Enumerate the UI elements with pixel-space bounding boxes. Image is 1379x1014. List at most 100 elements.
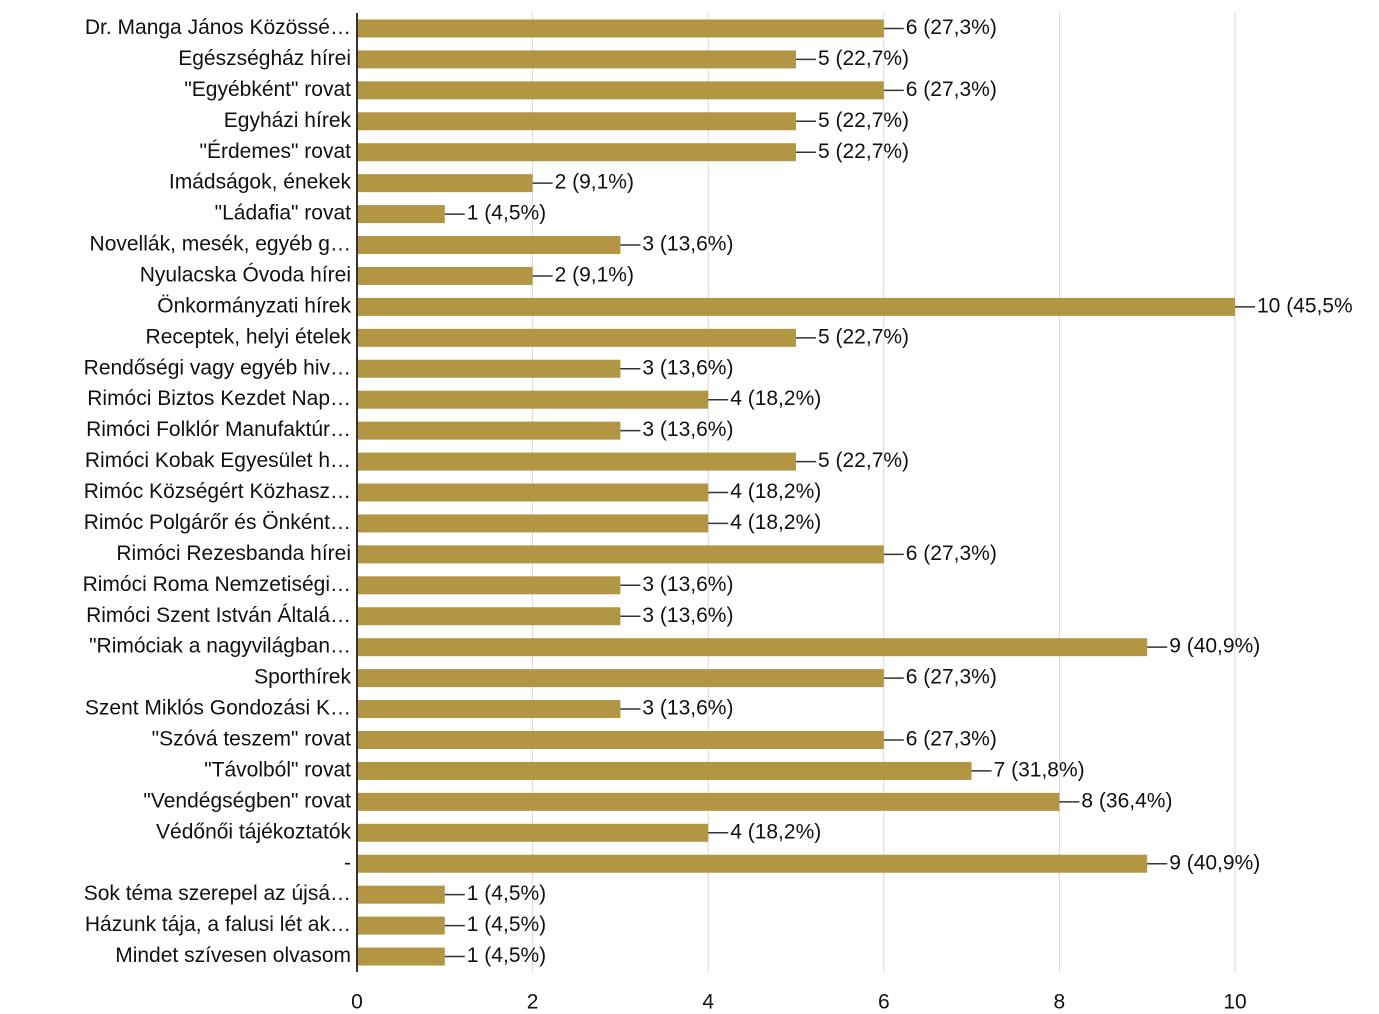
bar xyxy=(357,328,796,347)
y-tick-label: "Egyébként" rovat xyxy=(184,78,351,101)
value-label: 4 (18,2%) xyxy=(730,511,821,534)
bar xyxy=(357,266,533,285)
bar xyxy=(357,916,445,935)
y-tick-label: Rimóci Kobak Egyesület h… xyxy=(85,449,351,472)
bar xyxy=(357,792,1060,811)
bar xyxy=(357,205,445,224)
value-label: 7 (31,8%) xyxy=(994,758,1085,781)
bar xyxy=(357,390,709,409)
value-label: 3 (13,6%) xyxy=(642,356,733,379)
y-tick-label: Egészségház hírei xyxy=(178,47,351,70)
bar xyxy=(357,452,796,471)
bar xyxy=(357,421,621,440)
value-label: 9 (40,9%) xyxy=(1169,851,1260,874)
value-label: 6 (27,3%) xyxy=(906,728,997,751)
bar xyxy=(357,545,884,564)
value-label: 6 (27,3%) xyxy=(906,16,997,39)
bar xyxy=(357,576,621,595)
bar xyxy=(357,50,796,69)
y-tick-label: "Ládafia" rovat xyxy=(215,202,351,225)
y-tick-label: Védőnői tájékoztatók xyxy=(156,820,351,843)
value-label: 3 (13,6%) xyxy=(642,233,733,256)
x-tick-label: 8 xyxy=(1054,991,1066,1014)
value-label: 5 (22,7%) xyxy=(818,140,909,163)
y-tick-label: Rimóci Roma Nemzetiségi… xyxy=(83,573,351,596)
y-tick-label: Receptek, helyi ételek xyxy=(146,325,352,348)
bar xyxy=(357,669,884,688)
bar xyxy=(357,823,709,842)
bar xyxy=(357,885,445,904)
y-tick-label: Mindet szívesen olvasom xyxy=(115,944,351,967)
bar xyxy=(357,174,533,193)
value-label: 3 (13,6%) xyxy=(642,418,733,441)
y-tick-label: Házunk tája, a falusi lét ak… xyxy=(85,913,351,936)
y-tick-label: Rimóc Polgárőr és Önként… xyxy=(84,511,351,534)
y-tick-label: "Távolból" rovat xyxy=(204,758,351,781)
y-tick-label: "Vendégségben" rovat xyxy=(143,789,351,812)
bar xyxy=(357,236,621,255)
value-label: 5 (22,7%) xyxy=(818,449,909,472)
bar xyxy=(357,854,1148,873)
y-tick-label: Rimóci Szent István Általá… xyxy=(86,604,351,627)
y-tick-label: Rimóc Községért Közhasz… xyxy=(84,480,351,503)
value-label: 1 (4,5%) xyxy=(467,882,546,905)
value-label: 1 (4,5%) xyxy=(467,944,546,967)
value-label: 6 (27,3%) xyxy=(906,542,997,565)
bar xyxy=(357,81,884,100)
bar xyxy=(357,947,445,966)
y-tick-label: Önkormányzati hírek xyxy=(157,294,351,317)
y-tick-label: Imádságok, énekek xyxy=(169,171,352,194)
value-label: 4 (18,2%) xyxy=(730,820,821,843)
y-tick-label: Sok téma szerepel az újsá… xyxy=(84,882,351,905)
value-label: 6 (27,3%) xyxy=(906,78,997,101)
value-label: 1 (4,5%) xyxy=(467,202,546,225)
bar xyxy=(357,112,796,131)
bar xyxy=(357,700,621,719)
y-tick-label: - xyxy=(344,851,351,874)
y-tick-label: Sporthírek xyxy=(254,666,351,689)
bar xyxy=(357,19,884,38)
bar xyxy=(357,143,796,162)
value-label: 2 (9,1%) xyxy=(555,263,634,286)
x-tick-label: 2 xyxy=(527,991,539,1014)
value-label: 3 (13,6%) xyxy=(642,573,733,596)
x-tick-label: 6 xyxy=(878,991,890,1014)
y-tick-label: Rimóci Folklór Manufaktúr… xyxy=(86,418,351,441)
bar xyxy=(357,514,709,533)
y-tick-label: Nyulacska Óvoda hírei xyxy=(140,263,351,286)
bar xyxy=(357,638,1148,657)
bar xyxy=(357,607,621,626)
bar xyxy=(357,359,621,378)
x-tick-label: 4 xyxy=(702,991,714,1014)
bar xyxy=(357,761,972,780)
value-label: 10 (45,5% xyxy=(1257,294,1353,317)
value-label: 3 (13,6%) xyxy=(642,697,733,720)
value-label: 4 (18,2%) xyxy=(730,387,821,410)
y-tick-label: Egyházi hírek xyxy=(224,109,352,132)
value-label: 8 (36,4%) xyxy=(1081,789,1172,812)
y-tick-label: Rimóci Biztos Kezdet Nap… xyxy=(87,387,351,410)
value-label: 4 (18,2%) xyxy=(730,480,821,503)
bar xyxy=(357,730,884,749)
y-tick-label: Rimóci Rezesbanda hírei xyxy=(116,542,351,565)
value-label: 2 (9,1%) xyxy=(555,171,634,194)
value-label: 5 (22,7%) xyxy=(818,109,909,132)
value-label: 5 (22,7%) xyxy=(818,325,909,348)
y-tick-label: "Rimóciak a nagyvilágban… xyxy=(89,635,351,658)
x-tick-label: 0 xyxy=(351,991,363,1014)
value-label: 3 (13,6%) xyxy=(642,604,733,627)
bar xyxy=(357,297,1235,316)
x-tick-label: 10 xyxy=(1223,991,1246,1014)
y-tick-label: Rendőségi vagy egyéb hiv… xyxy=(84,356,351,379)
bar xyxy=(357,483,709,502)
y-tick-label: Dr. Manga János Közössé… xyxy=(85,16,351,39)
value-label: 9 (40,9%) xyxy=(1169,635,1260,658)
y-tick-label: "Szóvá teszem" rovat xyxy=(152,728,351,751)
value-label: 5 (22,7%) xyxy=(818,47,909,70)
y-tick-label: "Érdemes" rovat xyxy=(200,140,352,163)
value-label: 1 (4,5%) xyxy=(467,913,546,936)
y-tick-label: Szent Miklós Gondozási K… xyxy=(85,697,351,720)
value-label: 6 (27,3%) xyxy=(906,666,997,689)
y-tick-label: Novellák, mesék, egyéb g… xyxy=(90,233,351,256)
